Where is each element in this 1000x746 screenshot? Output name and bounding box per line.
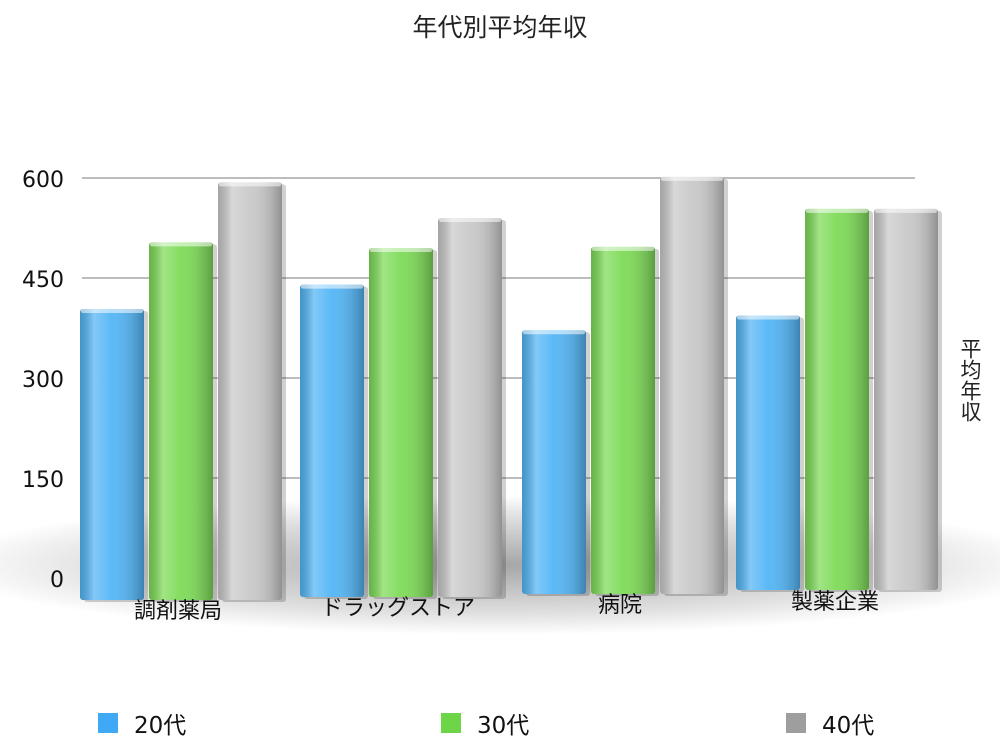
bar-highlight bbox=[874, 208, 938, 590]
bar-highlight bbox=[218, 182, 282, 600]
y-tick-label: 600 bbox=[22, 168, 64, 193]
legend-label-30s: 30代 bbox=[477, 713, 530, 739]
chart-title: 年代別平均年収 bbox=[412, 13, 588, 42]
bar-top bbox=[439, 217, 501, 222]
bar-highlight bbox=[660, 176, 724, 594]
y-tick-label: 300 bbox=[22, 368, 64, 393]
bar-highlight bbox=[522, 330, 586, 594]
legend-label-40s: 40代 bbox=[822, 713, 875, 739]
bar-top bbox=[81, 309, 143, 314]
bar-top bbox=[592, 246, 654, 251]
bar-top bbox=[737, 315, 799, 320]
legend-item-20s: 20代 bbox=[98, 706, 186, 740]
bar-40s bbox=[874, 208, 942, 592]
bar-highlight bbox=[300, 284, 364, 597]
y-tick-label: 0 bbox=[50, 568, 64, 593]
bar-top bbox=[523, 330, 585, 335]
x-tick-label: 病院 bbox=[598, 593, 642, 618]
bar-top bbox=[875, 208, 937, 213]
x-tick-label: 製薬企業 bbox=[791, 590, 879, 615]
bar-top bbox=[661, 176, 723, 181]
bar-top bbox=[150, 242, 212, 247]
legend-swatch-40s bbox=[786, 713, 806, 733]
x-tick-label: 調剤薬局 bbox=[134, 599, 222, 624]
bar-40s bbox=[438, 217, 506, 599]
y-tick-label: 150 bbox=[22, 468, 64, 493]
x-tick-label: ドラッグストア bbox=[321, 596, 475, 621]
legend: 20代 30代 40代 bbox=[0, 706, 1000, 746]
bar-30s bbox=[369, 247, 437, 599]
bar-20s bbox=[736, 315, 804, 592]
bar-highlight bbox=[149, 242, 213, 600]
bar-40s bbox=[660, 176, 728, 596]
bar-40s bbox=[218, 182, 286, 602]
bar-highlight bbox=[591, 246, 655, 594]
y-tick-label: 450 bbox=[22, 268, 64, 293]
bar-top bbox=[806, 208, 868, 213]
legend-label-20s: 20代 bbox=[134, 713, 187, 739]
bar-20s bbox=[300, 284, 368, 599]
bar-top bbox=[301, 284, 363, 289]
bar-20s bbox=[80, 309, 148, 602]
bar-30s bbox=[591, 246, 659, 596]
bar-highlight bbox=[369, 247, 433, 597]
legend-item-40s: 40代 bbox=[786, 706, 874, 740]
bar-30s bbox=[149, 242, 217, 602]
bar-top bbox=[370, 247, 432, 252]
legend-swatch-20s bbox=[98, 713, 118, 733]
bar-top bbox=[219, 182, 281, 187]
bar-highlight bbox=[736, 315, 800, 590]
legend-item-30s: 30代 bbox=[441, 706, 529, 740]
bar-20s bbox=[522, 330, 590, 596]
legend-swatch-30s bbox=[441, 713, 461, 733]
y-axis-label: 平均年収 bbox=[958, 338, 982, 422]
bar-30s bbox=[805, 208, 873, 592]
bar-highlight bbox=[80, 309, 144, 600]
bar-highlight bbox=[805, 208, 869, 590]
bar-highlight bbox=[438, 217, 502, 597]
